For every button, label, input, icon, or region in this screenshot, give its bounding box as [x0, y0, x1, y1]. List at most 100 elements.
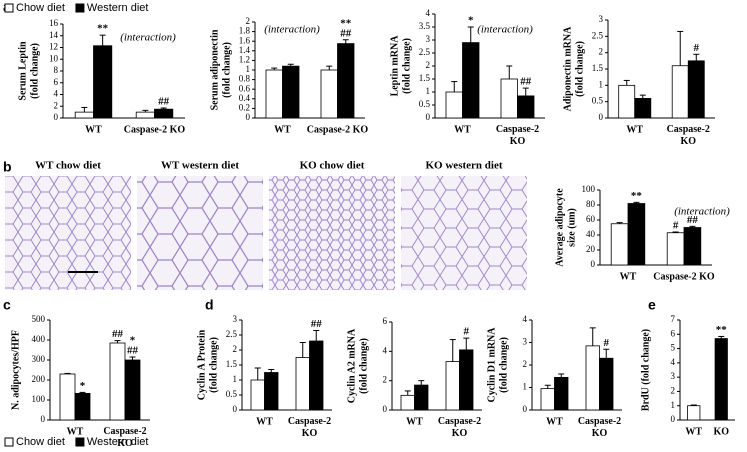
- y-tick-label: 1: [599, 79, 604, 89]
- y-tick-label: 1: [246, 64, 251, 74]
- y-tick-label: 5: [671, 343, 676, 353]
- y-tick-label: 4: [383, 345, 388, 355]
- legend-swatch: [4, 437, 14, 447]
- y-tick-label: 2: [246, 16, 251, 26]
- y-tick-label: 0: [671, 414, 676, 424]
- x-tick-label: KO: [713, 426, 729, 437]
- y-tick-label: 10: [49, 53, 59, 63]
- legend-label: Western diet: [87, 436, 149, 448]
- image-title: WT chow diet: [35, 160, 101, 172]
- x-tick-label: Caspase-2 KO: [578, 416, 621, 439]
- y-tick-label: 0.5: [419, 99, 431, 109]
- bar: [400, 394, 415, 411]
- y-tick-label: 12: [49, 42, 58, 52]
- y-tick-label: 7: [671, 314, 676, 324]
- image-title: KO western diet: [426, 160, 503, 172]
- bar: [309, 340, 324, 411]
- x-tick-label: Caspase-2 KO: [496, 124, 539, 147]
- y-tick-label: 1.2: [239, 54, 250, 64]
- y-tick-label: 2.5: [592, 30, 604, 40]
- bar: [634, 98, 652, 119]
- y-tick-label: 4: [671, 357, 676, 367]
- significance: ##: [340, 27, 352, 39]
- y-axis-label: (fold change): [29, 43, 40, 99]
- y-axis-label: Adiponectin mRNA: [562, 26, 573, 112]
- x-tick-label: WT: [620, 271, 637, 282]
- significance: **: [97, 23, 109, 35]
- x-tick-label: Caspase-2 KO: [124, 124, 186, 135]
- x-tick-label: WT: [546, 416, 563, 427]
- panel-label: b: [3, 159, 12, 175]
- y-tick-label: 0.4: [239, 93, 251, 103]
- image-title: WT western diet: [161, 160, 239, 172]
- y-tick-label: 0.6: [239, 83, 251, 93]
- y-tick-label: 0: [599, 112, 604, 122]
- y-tick-label: 3: [426, 34, 431, 44]
- annotation: (interaction): [477, 24, 533, 36]
- y-tick-label: 0: [591, 259, 596, 269]
- bar: [250, 379, 265, 411]
- y-tick-label: 100: [582, 184, 596, 194]
- y-tick-label: 2: [54, 100, 59, 110]
- image-cells: [269, 176, 395, 290]
- significance: ##: [687, 214, 699, 226]
- y-tick-label: 2: [671, 385, 676, 395]
- significance: #: [694, 42, 700, 54]
- significance: **: [716, 324, 728, 336]
- y-tick-label: 200: [32, 374, 46, 384]
- significance: *: [80, 380, 86, 392]
- y-tick-label: 0: [426, 112, 431, 122]
- y-axis-label: size (um): [566, 208, 577, 247]
- y-tick-label: 0: [233, 404, 238, 414]
- y-tick-label: 6: [671, 328, 676, 338]
- x-tick-label: Caspase-2 KO: [288, 416, 331, 439]
- image-cells: [137, 176, 263, 290]
- y-tick-label: 1.4: [239, 45, 251, 55]
- y-tick-label: 500: [32, 314, 46, 324]
- y-axis-label: (fold change): [221, 42, 232, 98]
- bar: [337, 43, 355, 119]
- significance: *: [468, 15, 474, 27]
- bar: [445, 361, 460, 411]
- y-tick-label: 1.5: [226, 359, 238, 369]
- x-tick-label: WT: [406, 416, 423, 427]
- image-cells: [401, 176, 527, 290]
- y-tick-label: 3: [523, 337, 528, 347]
- y-axis-label: N. adipocytes/HPF: [10, 330, 21, 410]
- y-tick-label: 0.5: [592, 96, 604, 106]
- bar: [74, 392, 91, 421]
- y-tick-label: 3: [233, 314, 238, 324]
- y-tick-label: 1: [426, 86, 431, 96]
- y-tick-label: 1.5: [592, 63, 604, 73]
- annotation: (interaction): [120, 32, 176, 44]
- bar: [554, 376, 569, 411]
- y-tick-label: 1.8: [239, 26, 251, 36]
- y-tick-label: 2.5: [226, 329, 238, 339]
- y-tick-label: 0.5: [226, 389, 238, 399]
- x-tick-label: WT: [85, 124, 102, 135]
- significance: ##: [112, 328, 124, 340]
- y-tick-label: 14: [49, 30, 59, 40]
- x-tick-label: Caspase-2 KO: [667, 124, 710, 147]
- y-tick-label: 4: [54, 89, 59, 99]
- y-tick-label: 1.6: [239, 35, 251, 45]
- y-axis-label: Cyclin A Protein: [196, 329, 207, 400]
- bar: [59, 373, 76, 421]
- significance: #: [604, 337, 610, 349]
- y-tick-label: 3: [599, 14, 604, 24]
- y-tick-label: 400: [32, 334, 46, 344]
- bar: [459, 349, 474, 411]
- significance: **: [340, 17, 352, 29]
- y-tick-label: 1: [523, 382, 528, 392]
- bar: [540, 388, 555, 411]
- y-tick-label: 0: [383, 404, 388, 414]
- bar: [295, 357, 310, 411]
- bar: [683, 227, 702, 266]
- y-axis-label: Average adipocyte: [554, 188, 565, 267]
- y-tick-label: 2.5: [419, 47, 431, 57]
- y-tick-label: 300: [32, 354, 46, 364]
- y-tick-label: 8: [54, 65, 59, 75]
- x-tick-label: WT: [454, 124, 471, 135]
- x-tick-label: WT: [67, 426, 84, 437]
- significance: **: [631, 190, 643, 202]
